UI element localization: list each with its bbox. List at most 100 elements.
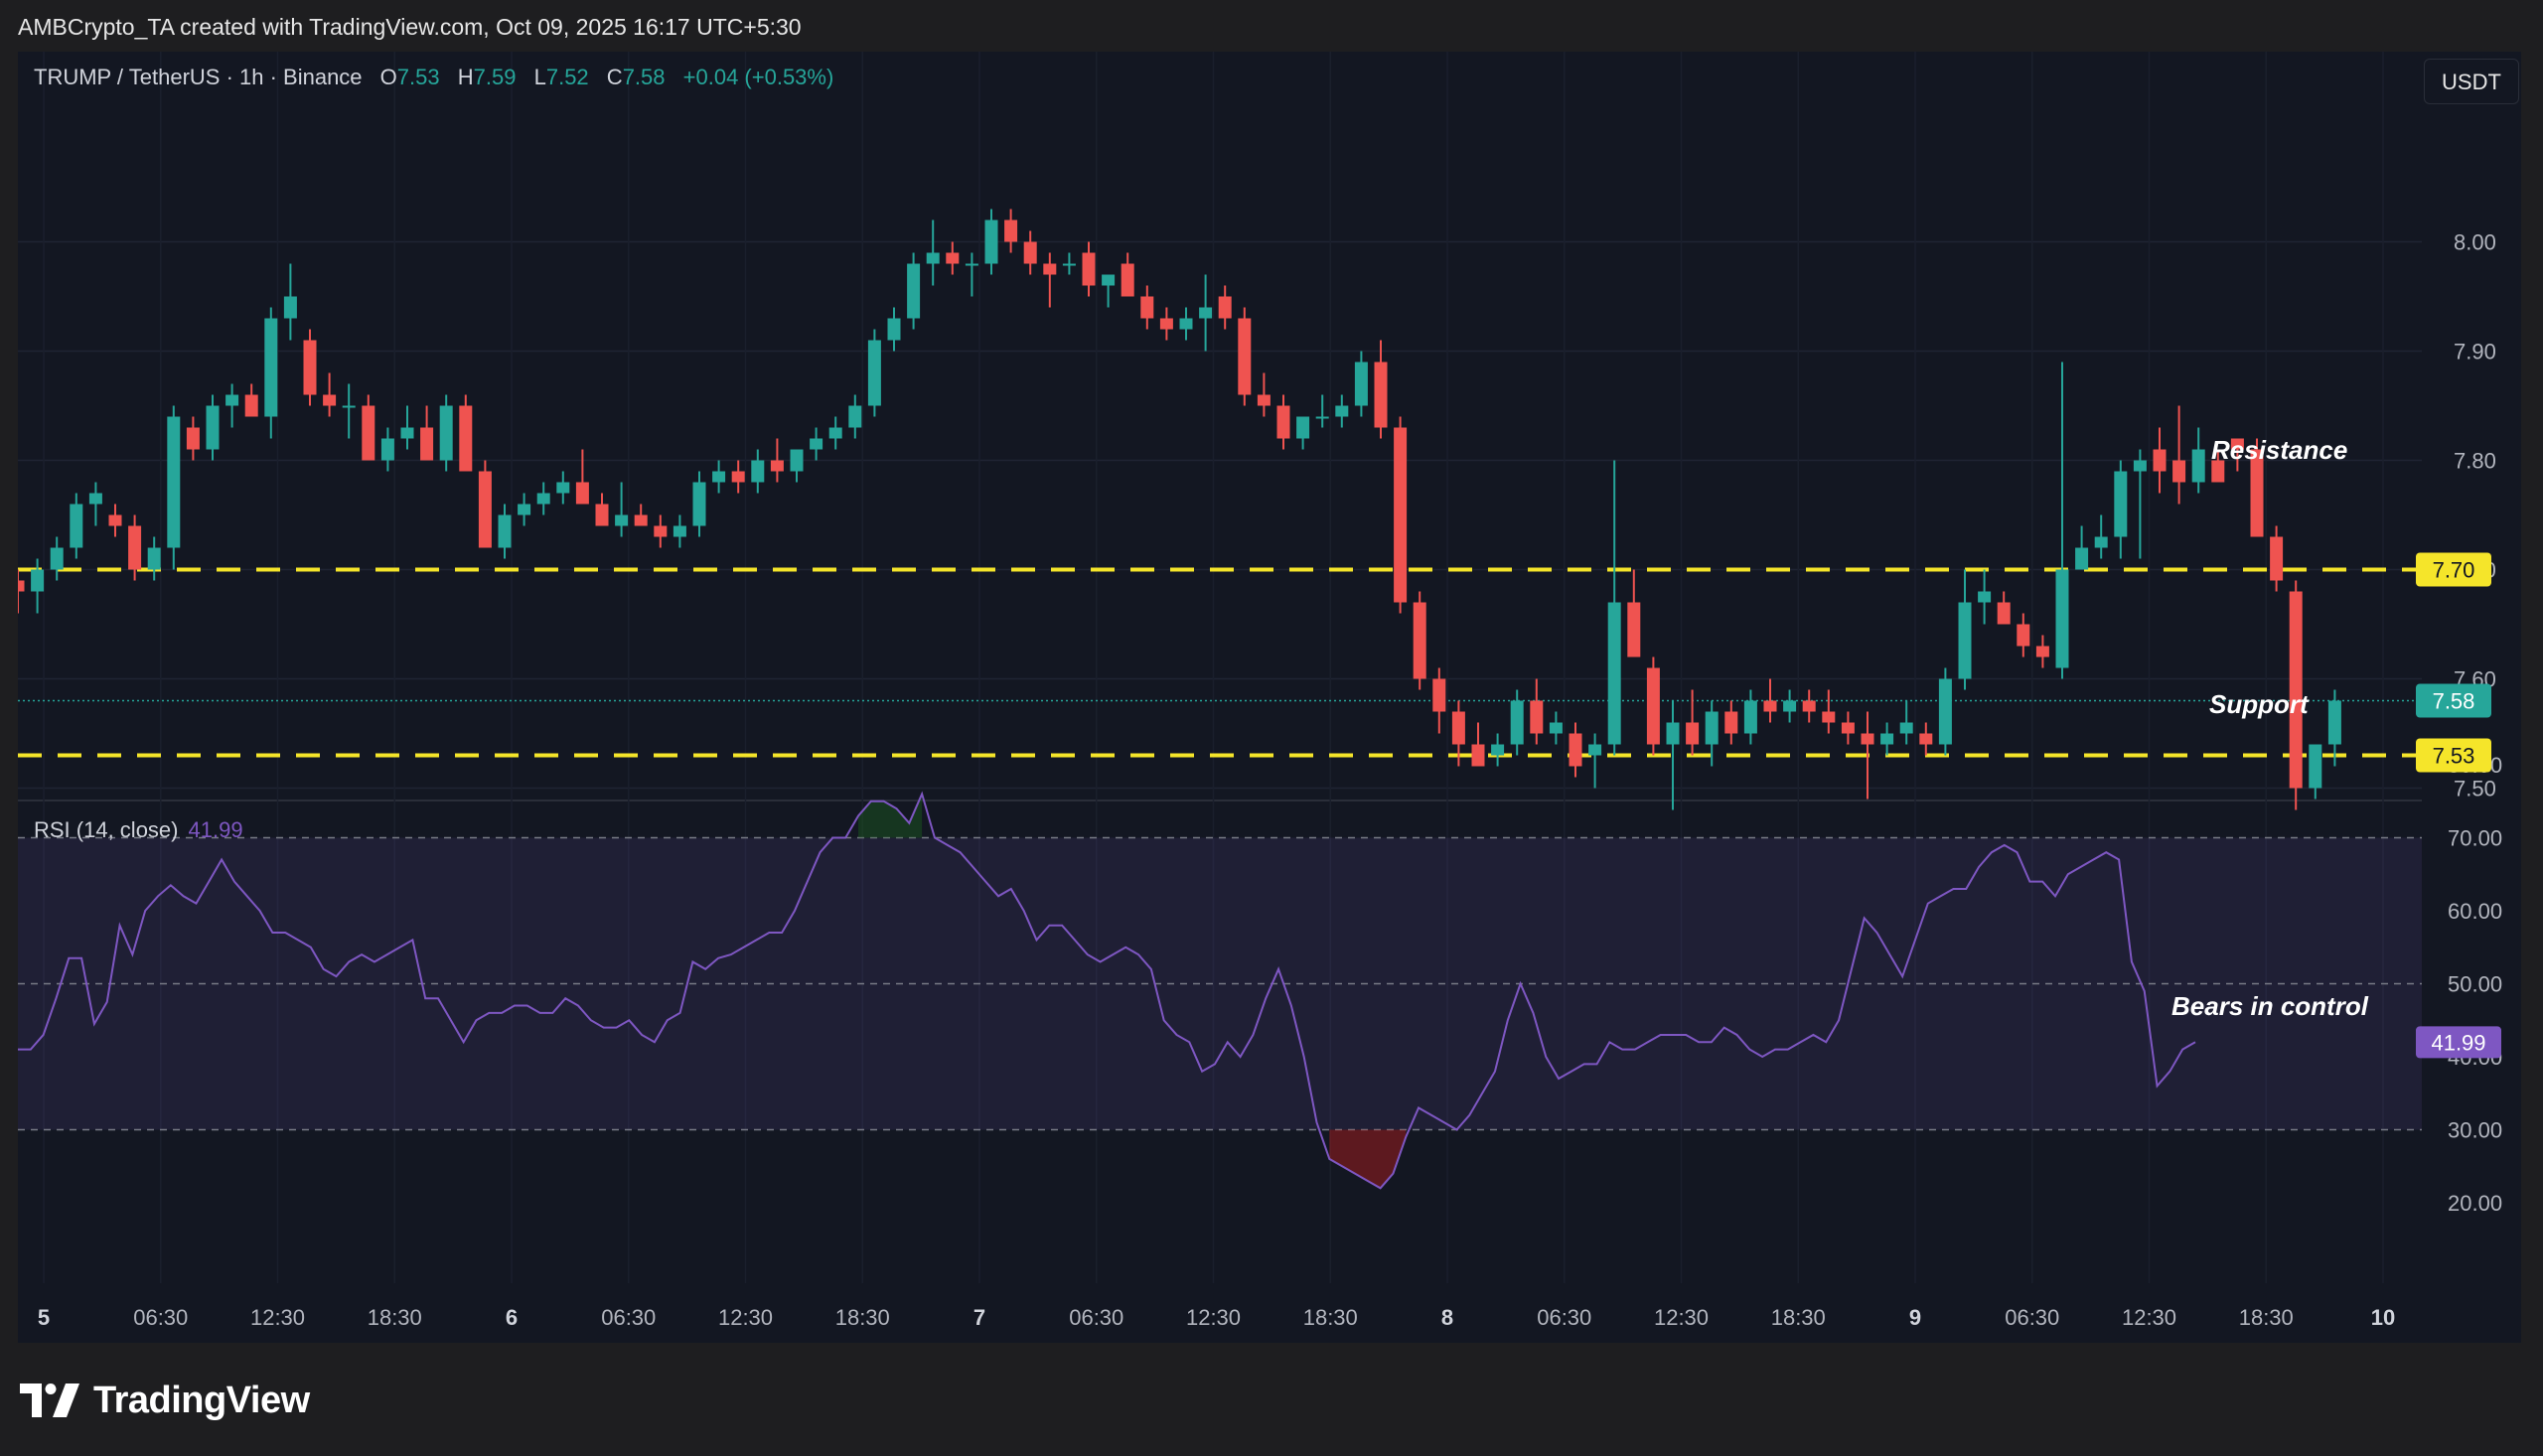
candle-body	[380, 438, 394, 461]
candle-body	[1841, 722, 1855, 734]
candle-body	[70, 504, 83, 548]
price-tick-label: 7.90	[2454, 340, 2496, 364]
candle-body	[1569, 733, 1582, 767]
candle-body	[1082, 252, 1096, 286]
candle-body	[1413, 602, 1426, 679]
candle-body	[108, 514, 122, 526]
candle-body	[303, 340, 317, 395]
candle-body	[984, 219, 998, 264]
candle-body	[2211, 460, 2225, 483]
candle-body	[498, 514, 512, 548]
candle-body	[1783, 700, 1797, 712]
candle-body	[2270, 536, 2284, 581]
candle-body	[206, 405, 220, 450]
candle-body	[1822, 711, 1836, 723]
candle-body	[2191, 449, 2205, 483]
open-label: O	[379, 65, 397, 89]
candle-body	[2309, 744, 2322, 789]
candle-body	[1471, 744, 1485, 767]
candle-body	[1958, 602, 1972, 679]
rsi-tick-label: 30.00	[2448, 1118, 2502, 1143]
time-tick-label: 06:30	[1537, 1305, 1591, 1330]
candle-body	[1276, 405, 1290, 439]
candle-body	[1724, 711, 1738, 734]
close-label: C	[606, 65, 623, 89]
low-label: L	[533, 65, 546, 89]
candle-body	[1549, 722, 1563, 734]
time-tick-label: 12:30	[250, 1305, 305, 1330]
candle-body	[1666, 722, 1680, 745]
candle-body	[1705, 711, 1719, 745]
candle-body	[1023, 241, 1037, 264]
last-price-tag	[2416, 683, 2491, 718]
candle-body	[2133, 460, 2147, 472]
candle-body	[244, 394, 258, 417]
price-tick-label: 7.80	[2454, 449, 2496, 474]
time-tick-label: 5	[38, 1305, 50, 1330]
rsi-plot	[18, 791, 2196, 1190]
time-tick-label: 12:30	[718, 1305, 773, 1330]
time-tick-label: 18:30	[368, 1305, 422, 1330]
currency-button[interactable]: USDT	[2424, 59, 2519, 104]
rsi-value-tag-text: 41.99	[2431, 1030, 2485, 1055]
candle-body	[1451, 711, 1465, 745]
level-tag-text: 7.70	[2433, 558, 2475, 583]
candle-body	[2250, 449, 2264, 537]
candle-body	[1686, 722, 1700, 745]
candle-body	[2230, 438, 2244, 450]
candle-body	[1218, 296, 1232, 319]
candle-body	[264, 318, 278, 417]
candle-body	[615, 514, 629, 526]
symbol-title: TRUMP / TetherUS · 1h · Binance	[34, 65, 363, 89]
candles	[18, 209, 2341, 810]
candle-body	[731, 471, 745, 483]
low-value: 7.52	[545, 65, 589, 89]
candle-body	[2172, 460, 2186, 483]
bears-annotation: Bears in control	[2171, 991, 2368, 1021]
candle-body	[31, 569, 45, 592]
candle-body	[1607, 602, 1621, 745]
candle-body	[1140, 296, 1154, 319]
candle-body	[1491, 744, 1505, 756]
level-tag-text: 7.53	[2433, 744, 2475, 769]
candle-body	[167, 416, 181, 548]
candle-body	[1004, 219, 1018, 242]
candlestick-chart[interactable]: 8.007.907.807.707.607.5080.0070.0060.005…	[18, 52, 2521, 1343]
chart-credit: AMBCrypto_TA created with TradingView.co…	[18, 14, 802, 40]
grid-lines	[18, 52, 2521, 1343]
price-tags: 7.70 7.53 7.58 41.99	[2416, 552, 2501, 1059]
support-resistance-levels	[18, 567, 2422, 758]
candle-body	[1880, 733, 1894, 745]
candle-body	[147, 547, 161, 570]
time-tick-label: 06:30	[1069, 1305, 1123, 1330]
rsi-line	[18, 791, 2196, 1190]
candle-body	[128, 525, 142, 570]
chart-frame[interactable]: 8.007.907.807.707.607.5080.0070.0060.005…	[18, 52, 2521, 1343]
rsi-value: 41.99	[188, 817, 243, 842]
candle-body	[478, 471, 492, 548]
candle-body	[1978, 591, 1992, 603]
symbol-legend: TRUMP / TetherUS · 1h · Binance O7.53 H7…	[34, 65, 833, 90]
candle-body	[1743, 700, 1757, 734]
time-tick-label: 18:30	[1303, 1305, 1358, 1330]
candle-body	[2114, 471, 2128, 537]
time-tick-label: 12:30	[2122, 1305, 2176, 1330]
rsi-tick-label: 70.00	[2448, 826, 2502, 851]
candle-body	[751, 460, 765, 483]
candle-body	[342, 405, 356, 408]
last-price-tag-text: 7.58	[2433, 689, 2475, 714]
candle-body	[1374, 362, 1388, 428]
candle-body	[1802, 700, 1816, 712]
candle-body	[1062, 263, 1076, 266]
time-tick-label: 10	[2371, 1305, 2395, 1330]
tradingview-logo[interactable]: TradingView	[20, 1377, 310, 1424]
candle-body	[887, 318, 901, 341]
time-tick-label: 12:30	[1654, 1305, 1709, 1330]
price-tick-label: 8.00	[2454, 230, 2496, 255]
time-tick-label: 9	[1909, 1305, 1921, 1330]
candle-body	[225, 394, 239, 406]
candle-body	[2075, 547, 2089, 570]
candle-body	[50, 547, 64, 570]
candle-body	[1919, 733, 1933, 745]
candle-body	[2327, 700, 2341, 745]
